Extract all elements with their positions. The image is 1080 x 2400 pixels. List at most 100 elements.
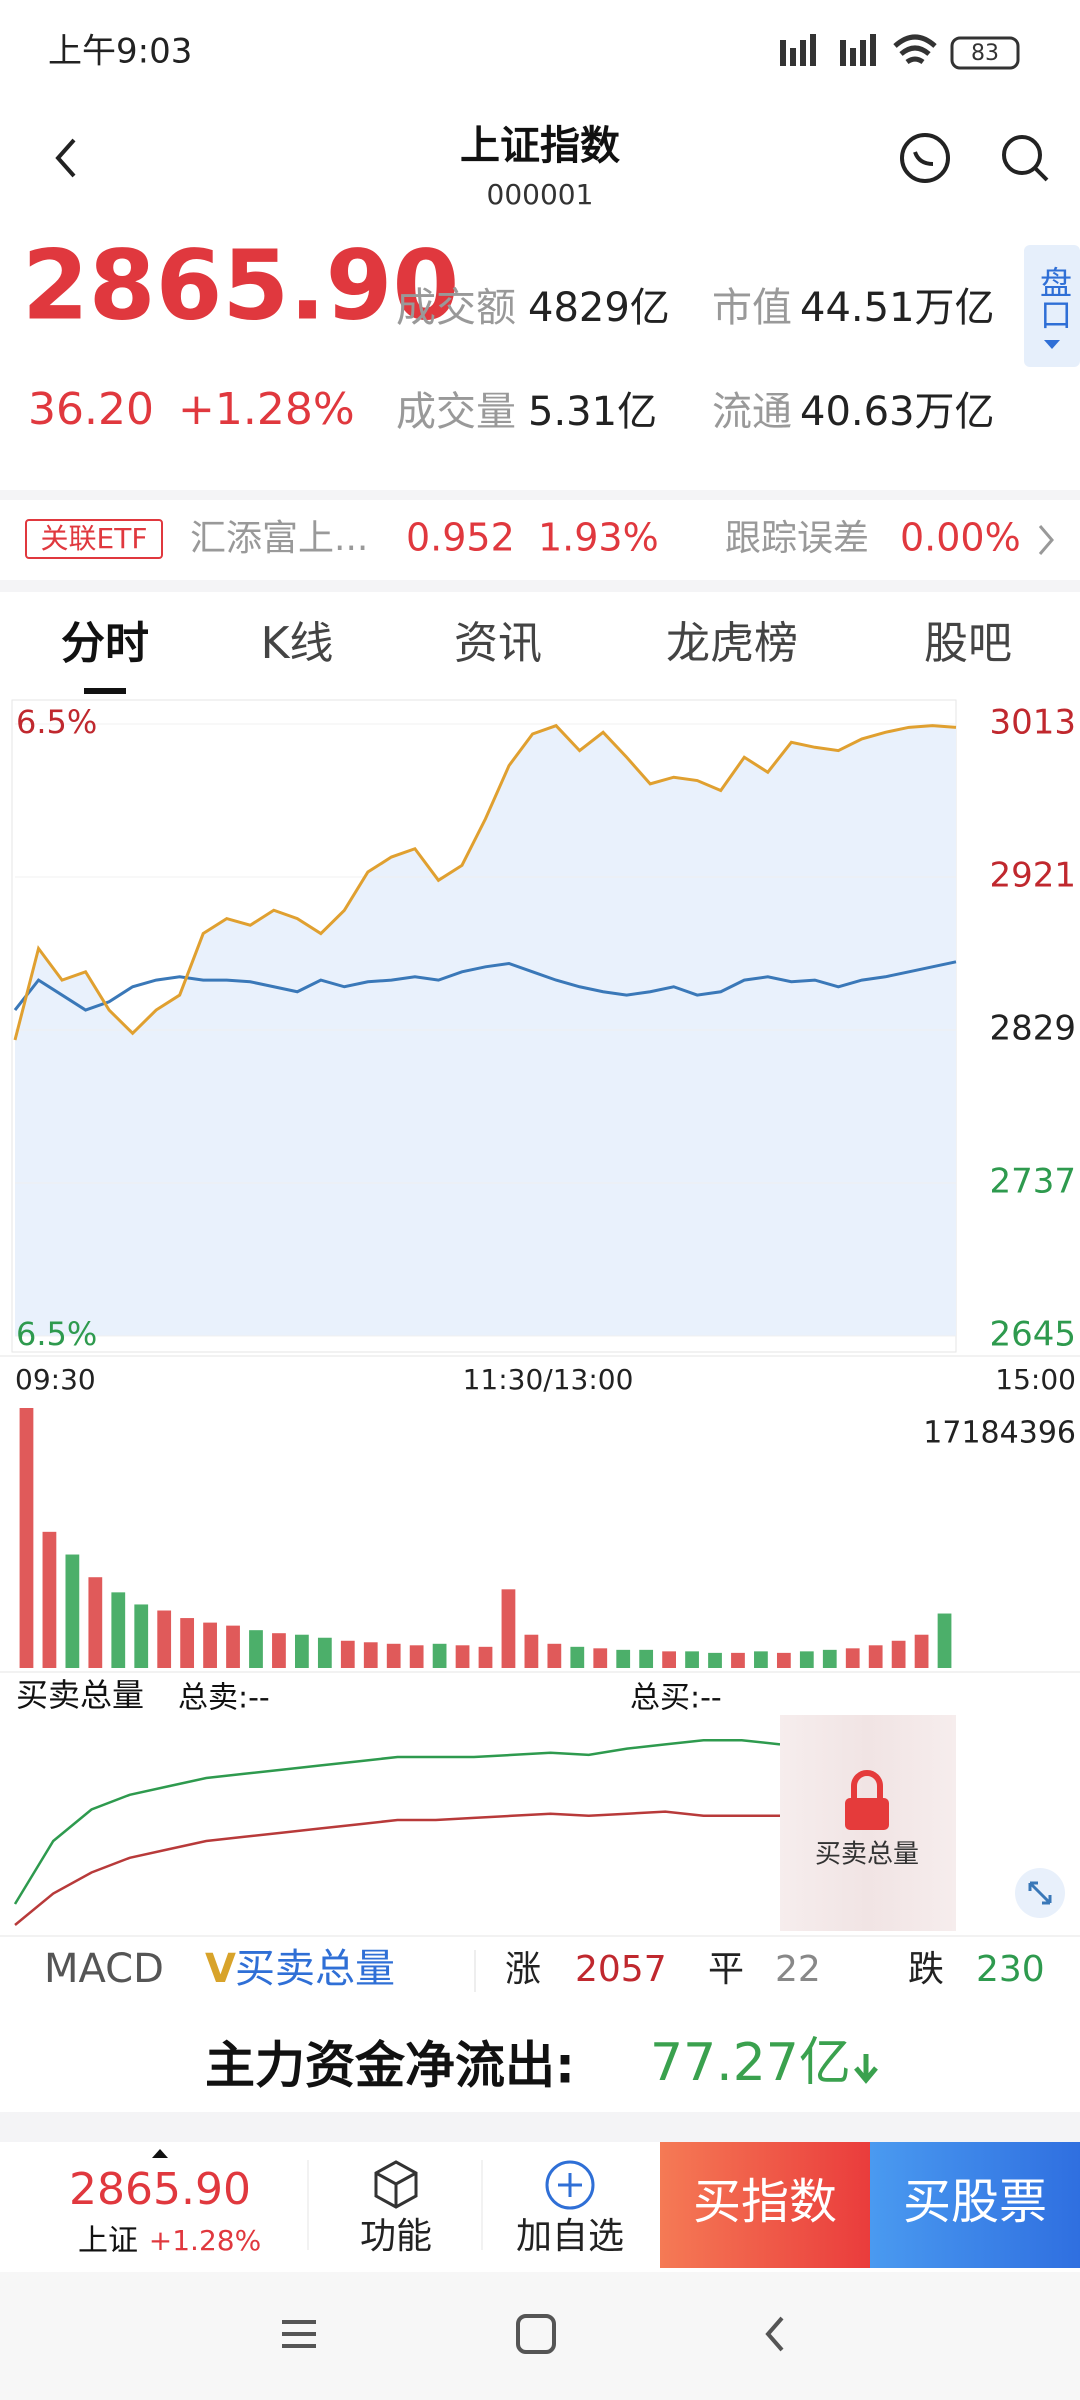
y-tick-label: 3013	[989, 703, 1076, 743]
volume-bar	[524, 1634, 539, 1668]
volume-bar	[937, 1613, 952, 1668]
volume-bar	[685, 1651, 699, 1668]
volume-bar	[65, 1554, 80, 1668]
v-mark: V	[205, 1946, 236, 1992]
volume-bar	[180, 1618, 195, 1668]
volume-bar	[226, 1625, 240, 1668]
nav-back[interactable]	[765, 2316, 784, 2352]
separator	[0, 580, 1080, 592]
turnover: 4829亿	[528, 285, 670, 331]
volume-bar	[822, 1649, 837, 1668]
sell-line	[14, 1810, 780, 1926]
expand-button[interactable]	[1015, 1868, 1065, 1918]
buy-stock-label: 买股票	[903, 2174, 1047, 2230]
pct-top: 6.5%	[16, 703, 97, 741]
side-tab-label: 盘口	[1035, 266, 1073, 330]
buy-line	[13, 1738, 781, 1905]
tab[interactable]: K线	[261, 618, 334, 669]
buy-index-label: 买指数	[693, 2174, 837, 2230]
volume-bar	[340, 1640, 355, 1668]
volume-bar	[570, 1646, 585, 1668]
volume-bar	[432, 1643, 447, 1668]
volume-bar	[662, 1651, 676, 1668]
volume-bar	[799, 1651, 814, 1668]
nav-home[interactable]	[516, 2314, 556, 2354]
flow-label: 主力资金净流出:	[205, 2037, 575, 2095]
x-tick-label: 09:30	[15, 1363, 96, 1396]
battery-level: 83	[971, 41, 999, 66]
up-label: 涨	[505, 1949, 541, 1990]
nav-menu[interactable]	[282, 2320, 316, 2348]
etf-more[interactable]	[1038, 525, 1054, 555]
buy-index-button[interactable]	[660, 2142, 870, 2268]
x-tick-label: 15:00	[995, 1363, 1076, 1396]
etf-name[interactable]: 汇添富上...	[190, 518, 368, 559]
tab[interactable]: 股吧	[924, 618, 1012, 669]
mcap-label: 市值	[712, 285, 792, 331]
volume-bar	[88, 1577, 103, 1668]
volume-bar	[272, 1633, 286, 1668]
volume-bar	[455, 1645, 470, 1668]
code: 000001	[487, 178, 594, 211]
down-label: 跌	[908, 1949, 944, 1990]
vol-tab[interactable]: 买卖总量	[235, 1946, 395, 1992]
flow-arrow	[854, 2054, 878, 2084]
bottom-name: 上证	[78, 2224, 138, 2259]
orders-sell: 总卖:--	[178, 1681, 270, 1716]
volume-bar	[639, 1649, 654, 1668]
x-tick-label: 11:30/13:00	[463, 1363, 634, 1396]
volume-bar	[157, 1610, 172, 1668]
change: 36.20	[28, 384, 154, 435]
side-tab[interactable]	[1024, 245, 1080, 367]
separator	[0, 490, 1080, 500]
volume-bar	[501, 1589, 516, 1668]
chat-button[interactable]	[900, 133, 950, 183]
flow-value: 77.27亿	[650, 2033, 851, 2093]
y-tick-label: 2921	[989, 856, 1076, 896]
bottom-pct: +1.28%	[149, 2224, 261, 2257]
tab[interactable]: 分时	[61, 618, 149, 669]
tab[interactable]: 资讯	[454, 618, 542, 669]
bottom-price[interactable]: 2865.90	[69, 2164, 251, 2215]
flat-count: 22	[775, 1949, 821, 1990]
volume-bar	[386, 1643, 401, 1668]
mini-arrow	[152, 2149, 168, 2158]
volume-bar	[317, 1637, 332, 1668]
signal-icons	[780, 34, 937, 66]
volume-bar	[547, 1643, 562, 1668]
volume-bar	[776, 1652, 791, 1668]
macd-tab[interactable]: MACD	[44, 1946, 164, 1992]
buy-stock-button[interactable]	[870, 2142, 1080, 2268]
search-button[interactable]	[1002, 135, 1049, 182]
y-tick-label: 2829	[989, 1009, 1076, 1049]
mcap: 44.51万亿	[800, 285, 995, 331]
orders-title: 买卖总量	[16, 1676, 144, 1714]
add-icon	[545, 2160, 595, 2210]
func-button[interactable]: 功能	[360, 2216, 432, 2257]
lock-icon	[845, 1770, 889, 1830]
volume-bar	[868, 1645, 883, 1668]
volume-bar	[111, 1592, 126, 1668]
y-tick-label: 2737	[989, 1162, 1076, 1202]
battery	[950, 36, 1020, 70]
volume-bar	[203, 1622, 217, 1668]
etf-err-label: 跟踪误差	[725, 518, 869, 559]
volume-bar	[409, 1645, 424, 1668]
add-button[interactable]: 加自选	[516, 2216, 624, 2257]
volume-bar	[134, 1604, 149, 1668]
volume-bar	[19, 1408, 34, 1668]
back-button[interactable]	[55, 138, 76, 178]
volume-max-label: 17184396	[923, 1416, 1076, 1451]
volume: 5.31亿	[528, 389, 657, 435]
etf-pct: 1.93%	[538, 516, 659, 560]
volume-bar	[754, 1651, 768, 1668]
volume-bar	[42, 1531, 57, 1668]
volume-bar	[708, 1652, 722, 1668]
down-count: 230	[976, 1949, 1045, 1990]
pct-bottom: 6.5%	[16, 1315, 97, 1353]
volume-bar	[593, 1648, 608, 1668]
average-line	[13, 960, 957, 1012]
tab[interactable]: 龙虎榜	[666, 618, 798, 669]
volume-bar	[295, 1634, 309, 1668]
etf-price: 0.952	[406, 516, 515, 560]
